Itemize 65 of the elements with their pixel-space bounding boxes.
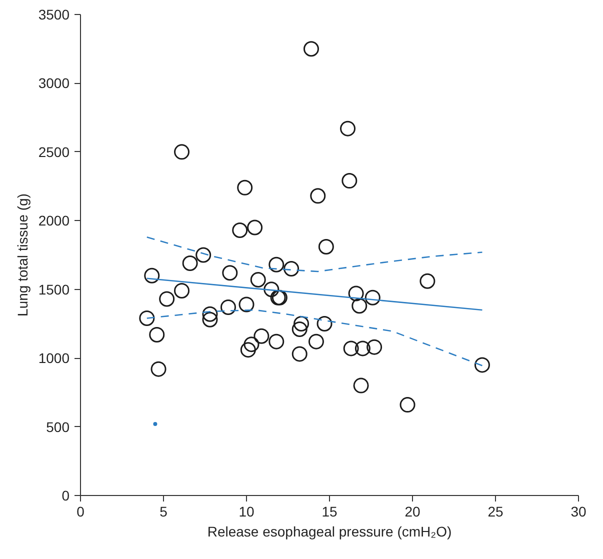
x-tick-label: 15 (322, 504, 338, 520)
y-tick-label: 0 (62, 488, 70, 504)
point (294, 316, 310, 332)
point (149, 326, 165, 342)
point (174, 144, 190, 160)
point (420, 273, 436, 289)
y-tick-label: 1500 (38, 281, 70, 298)
point (308, 334, 324, 350)
point (400, 397, 416, 413)
point (348, 286, 364, 302)
point (139, 310, 155, 326)
point (264, 282, 280, 298)
x-tick-label: 20 (404, 504, 420, 520)
y-tick-label: 3500 (38, 6, 70, 22)
y-tick-label: 3000 (38, 75, 70, 92)
point (316, 316, 332, 332)
point (196, 247, 212, 263)
x-tick-label: 5 (160, 504, 168, 520)
x-tick-label: 25 (488, 504, 504, 520)
point (144, 268, 160, 284)
point (238, 296, 254, 312)
point (159, 291, 175, 307)
point (150, 361, 166, 377)
x-tick-label: 30 (570, 504, 586, 520)
point (303, 41, 319, 57)
point (182, 256, 198, 271)
point (292, 346, 308, 362)
point (237, 180, 253, 196)
y-tick-label: 500 (46, 418, 70, 435)
y-tick-label: 2500 (38, 144, 70, 160)
point (340, 120, 356, 136)
point (202, 312, 218, 328)
point (232, 222, 248, 238)
point (366, 339, 382, 355)
x-tick-label: 10 (238, 504, 254, 520)
point (364, 290, 380, 306)
point (352, 298, 368, 314)
x-tick-label: 0 (76, 504, 85, 520)
point (250, 272, 266, 288)
point (268, 256, 284, 272)
y-tick-label: 1000 (38, 350, 70, 366)
point (284, 261, 300, 276)
point (240, 342, 256, 358)
line-series (146, 309, 483, 366)
point (244, 336, 260, 352)
point (310, 188, 326, 204)
line-series (146, 236, 483, 272)
y-axis-title: Lung total tissue (g) (14, 194, 30, 316)
y-tick-label: 2000 (38, 212, 70, 229)
point (268, 334, 284, 350)
point (343, 340, 359, 356)
point (222, 265, 238, 281)
x-axis-title: Release esophageal pressure (cmH₂O) (207, 524, 452, 540)
point (202, 306, 218, 322)
point (318, 239, 334, 254)
point (174, 282, 190, 298)
point (220, 299, 236, 315)
point (342, 173, 358, 189)
point (247, 220, 263, 236)
point (153, 422, 158, 426)
point (254, 328, 270, 344)
point (354, 340, 370, 356)
point (474, 357, 490, 373)
point (353, 378, 369, 394)
point (292, 321, 308, 337)
